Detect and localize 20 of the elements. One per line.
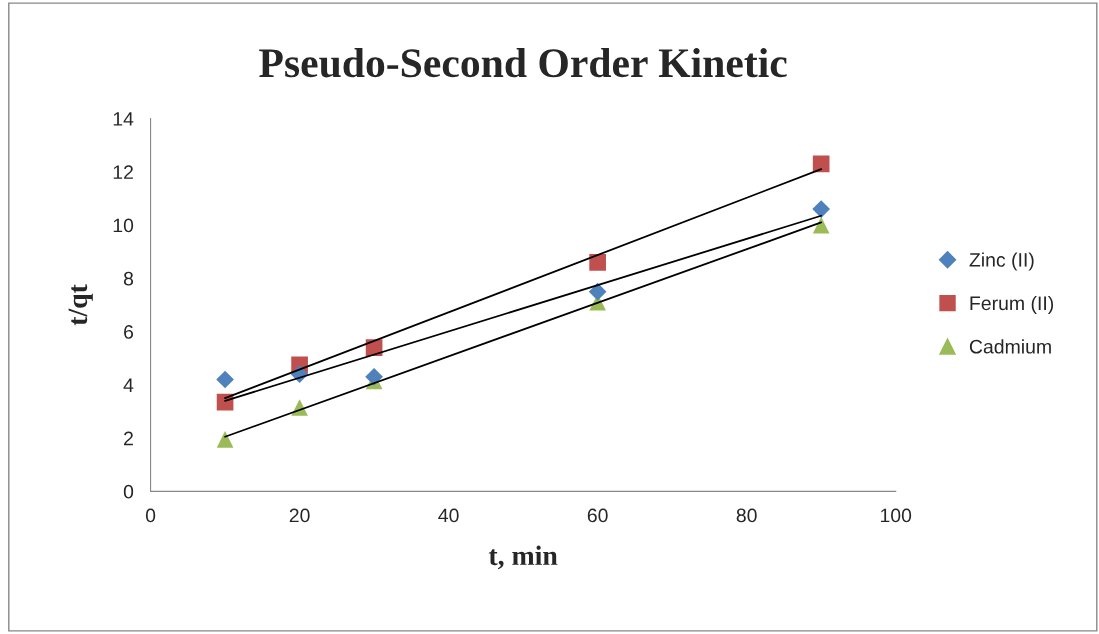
y-tick-label: 8 (123, 271, 134, 286)
y-tick-label: 2 (124, 431, 133, 446)
legend-label: Ferum (II) (970, 295, 1054, 315)
x-tick-label: 0 (145, 508, 156, 523)
x-tick-label: 60 (587, 508, 608, 523)
y-tick-label: 10 (113, 218, 134, 233)
y-axis-title: t/qt (68, 284, 93, 326)
y-tick-label: 0 (123, 484, 134, 499)
legend-label: Zinc (II) (969, 252, 1034, 271)
x-axis-title: t, min (488, 545, 558, 570)
legend-label: Cadmium (969, 339, 1051, 354)
chart-title: Pseudo-Second Order Kinetic (259, 47, 787, 78)
x-tick-label: 20 (289, 508, 310, 523)
y-tick-label: 12 (113, 165, 133, 179)
x-tick-label: 40 (438, 508, 459, 523)
x-tick-label: 100 (880, 508, 912, 523)
y-tick-label: 6 (124, 325, 134, 339)
x-tick-label: 80 (736, 508, 757, 523)
y-tick-label: 4 (123, 378, 134, 392)
y-tick-label: 14 (113, 112, 134, 126)
